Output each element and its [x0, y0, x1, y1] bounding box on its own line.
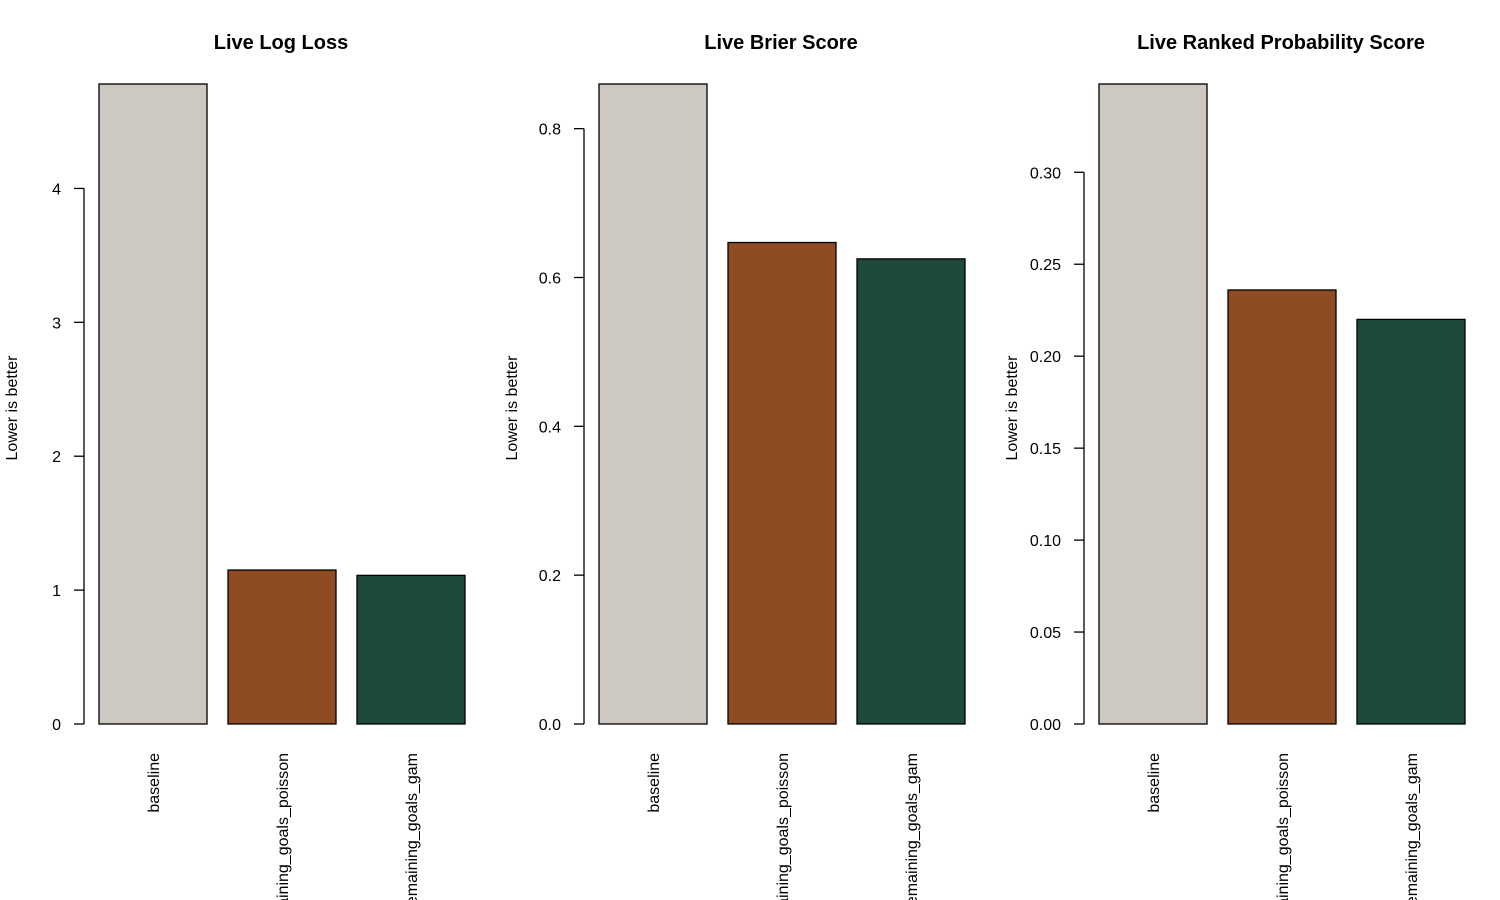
y-tick-label: 0.10: [1030, 533, 1061, 550]
x-category-label: remaining_goals_gam: [404, 753, 421, 900]
y-tick-label: 3: [52, 315, 61, 332]
y-tick-label: 0.05: [1030, 625, 1061, 642]
bar-remaining_goals_gam: [356, 574, 466, 725]
chart-panel-1: Live Log Loss Lower is better 0 1 2 3 4 baselin…: [4, 32, 466, 900]
bar-baseline: [98, 83, 208, 725]
y-tick-label: 0: [52, 717, 61, 734]
bar-remaining_goals_gam: [1356, 318, 1466, 725]
y-tick-label: 0.2: [539, 568, 561, 585]
chart-title: Live Ranked Probability Score: [1137, 32, 1425, 54]
x-category-label: remaining_goals_poisson: [1275, 753, 1292, 900]
bar-remaining_goals_poisson: [727, 241, 837, 725]
y-axis-title: Lower is better: [504, 355, 521, 461]
bar-baseline: [1098, 83, 1208, 725]
x-category-label: remaining_goals_poisson: [275, 753, 292, 900]
chart-panel-3: Live Ranked Probability Score Lower is be…: [1004, 32, 1466, 900]
y-tick-label: 0.15: [1030, 441, 1061, 458]
y-tick-label: 0.30: [1030, 165, 1061, 182]
bar-remaining_goals_gam: [856, 258, 966, 725]
x-category-label: remaining_goals_poisson: [775, 753, 792, 900]
y-tick-label: 4: [52, 181, 61, 198]
y-tick-label: 0.25: [1030, 257, 1061, 274]
chart-title: Live Log Loss: [214, 32, 348, 54]
x-category-label: baseline: [1146, 753, 1163, 813]
chart-title: Live Brier Score: [704, 32, 857, 54]
chart-panel-2: Live Brier Score Lower is better 0.0 0.2 0.4…: [504, 32, 966, 900]
x-category-label: baseline: [146, 753, 163, 813]
y-tick-label: 0.20: [1030, 349, 1061, 366]
y-tick-label: 1: [52, 583, 61, 600]
x-category-label: baseline: [646, 753, 663, 813]
bar-remaining_goals_poisson: [1227, 289, 1337, 725]
y-axis-title: Lower is better: [4, 355, 21, 461]
bar-baseline: [598, 83, 708, 725]
y-tick-label: 0.6: [539, 270, 561, 287]
y-tick-label: 0.4: [539, 419, 561, 436]
x-category-label: remaining_goals_gam: [1404, 753, 1421, 900]
y-tick-label: 0.8: [539, 122, 561, 139]
x-category-label: remaining_goals_gam: [904, 753, 921, 900]
y-axis-title: Lower is better: [1004, 355, 1021, 461]
y-tick-label: 2: [52, 449, 61, 466]
y-tick-label: 0.0: [539, 717, 561, 734]
y-tick-label: 0.00: [1030, 717, 1061, 734]
bar-remaining_goals_poisson: [227, 569, 337, 725]
